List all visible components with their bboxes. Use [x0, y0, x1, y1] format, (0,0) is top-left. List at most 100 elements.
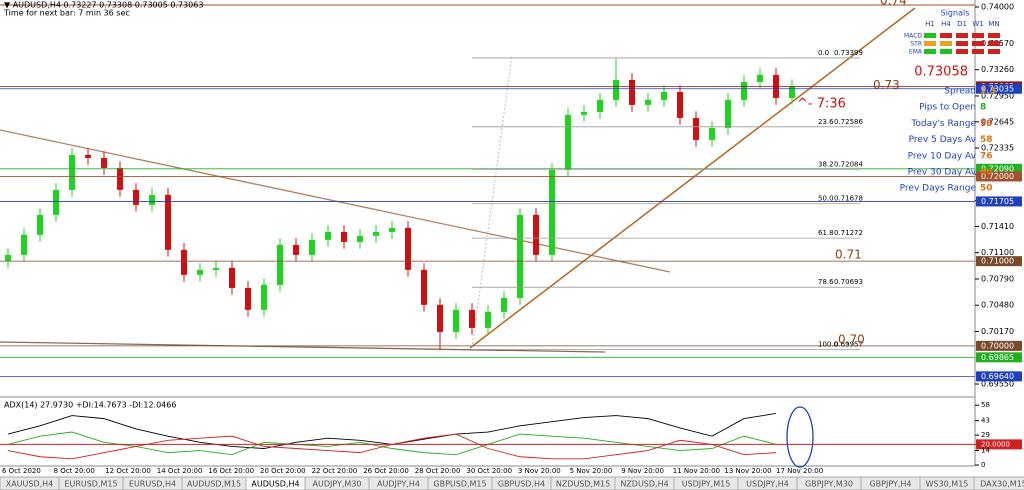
info-value: 50 [980, 184, 993, 194]
tab-label[interactable]: EURUSD,M15 [64, 480, 117, 489]
tab-label[interactable]: AUDUSD,M15 [187, 480, 241, 489]
tab-label[interactable]: GBPJPY,M30 [805, 480, 853, 489]
price-label: 0.73035 [981, 84, 1014, 93]
signal-box [988, 49, 1000, 54]
price-label-box [976, 83, 1022, 94]
signals-title: Signals [941, 9, 970, 18]
signal-row: MACD [904, 33, 922, 40]
price-label: 0.71000 [981, 257, 1014, 266]
y-tick-label: 0.71410 [981, 222, 1014, 231]
signal-box [972, 49, 984, 54]
level-annotation: 0.71 [835, 248, 862, 262]
candle-body [325, 231, 331, 240]
y-tick-label: 0.72645 [981, 117, 1014, 126]
signal-box [940, 41, 952, 46]
x-tick-label: 16 Oct 20:00 [208, 467, 254, 475]
candle-body [245, 287, 251, 310]
signal-box [956, 41, 968, 46]
y-tick-label: 0.70790 [981, 274, 1014, 283]
candle-body [533, 214, 539, 255]
signal-box [924, 41, 936, 46]
candle-body [613, 79, 619, 100]
y-tick-label: 0.72335 [981, 144, 1014, 153]
candle-body [549, 169, 555, 255]
fib-price: 0.71678 [834, 195, 863, 203]
price-label-box [976, 163, 1022, 174]
symbol-line: ▼ AUDUSD,H4 0.73227 0.73308 0.73005 0.73… [4, 1, 203, 10]
info-value: 8 [980, 103, 986, 113]
x-tick-label: 6 Oct 2020 [2, 467, 41, 475]
y-tick-label: 0.71100 [981, 248, 1014, 257]
candle-body [341, 231, 347, 242]
candle-body [709, 127, 715, 140]
fib-level: 0.0 [818, 49, 829, 57]
x-tick-label: 9 Nov 20:00 [621, 467, 664, 475]
candle-body [69, 154, 75, 190]
candle-body [437, 304, 443, 332]
info-label: Prev Days Range [900, 184, 977, 194]
tab-label[interactable]: DAX30,M15 [980, 480, 1024, 489]
info-value: 68 [980, 168, 993, 178]
tab-label[interactable]: GBPUSD,M15 [433, 480, 486, 489]
tab-label[interactable]: GBPJPY,H4 [869, 480, 911, 489]
fib-level: 50.0 [818, 195, 834, 203]
marks [0, 7, 916, 468]
fib-price: 0.69957 [834, 341, 863, 349]
info-value: 1.3 [980, 87, 996, 97]
signal-box [972, 33, 984, 38]
timer-note: ^- 7:36 [797, 97, 846, 112]
tab-label[interactable]: GBPUSD,H4 [498, 480, 545, 489]
y-tick-label: 43 [981, 417, 990, 425]
fib-level: 38.2 [818, 160, 834, 168]
tab-label[interactable]: EURUSD,H4 [129, 480, 176, 489]
candle-body [53, 189, 59, 215]
info-label: Prev 5 Days Av [909, 135, 977, 145]
x-tick-label: 13 Nov 20:00 [724, 467, 771, 475]
x-tick-label: 3 Nov 20:00 [518, 467, 561, 475]
y-tick-label: 0.73260 [981, 65, 1014, 74]
candle-body [389, 227, 395, 232]
signal-row: EMA [909, 49, 923, 56]
candle-body [741, 81, 747, 100]
tab-label[interactable]: USDJPY,M15 [682, 480, 731, 489]
candle-body [725, 99, 731, 128]
x-tick-label: 12 Oct 20:00 [105, 467, 151, 475]
current-price: 0.73058 [914, 65, 968, 80]
candle-body [37, 214, 43, 235]
candle-body [789, 86, 795, 98]
price-label-box [976, 171, 1022, 182]
level-annotation: 0.73 [873, 78, 900, 92]
candle-body [261, 284, 267, 310]
trend-line [469, 7, 916, 349]
tab[interactable] [973, 476, 1024, 490]
x-tick-label: 8 Oct 20:00 [54, 467, 95, 475]
signal-box [956, 49, 968, 54]
tab-label[interactable]: USDJPY,H4 [746, 480, 789, 489]
price-label-box [976, 352, 1022, 363]
price-label-box [976, 196, 1022, 207]
tab-label[interactable]: NZDUSD,H4 [620, 480, 668, 489]
trend-line [0, 129, 671, 273]
signal-box [924, 33, 936, 38]
price-label-box [976, 256, 1022, 267]
tab-label[interactable]: AUDJPY,H4 [377, 480, 420, 489]
price-label: 0.71705 [981, 197, 1014, 206]
price-label: 0.69640 [981, 372, 1014, 381]
tab-label[interactable]: NZDUSD,M15 [556, 480, 610, 489]
info-label: Prev 30 Day Av [908, 168, 977, 178]
fib-price: 0.71272 [834, 229, 863, 237]
signal-box [972, 41, 984, 46]
highlight-ellipse [786, 406, 814, 468]
candle-body [677, 91, 683, 118]
tab-label[interactable]: AUDJPY,M30 [312, 480, 361, 489]
tab-label[interactable]: AUDUSD,H4 [251, 480, 299, 489]
y-tick-label: 0.74000 [981, 3, 1014, 12]
candle-body [357, 235, 363, 242]
info-value: 58 [980, 135, 993, 145]
signal-row: STR [910, 41, 922, 48]
x-tick-label: 5 Nov 20:00 [570, 467, 613, 475]
tab-label[interactable]: WS30,M15 [926, 480, 969, 489]
tab-label[interactable]: XAUUSD,H4 [6, 480, 54, 489]
candle-body [229, 267, 235, 288]
